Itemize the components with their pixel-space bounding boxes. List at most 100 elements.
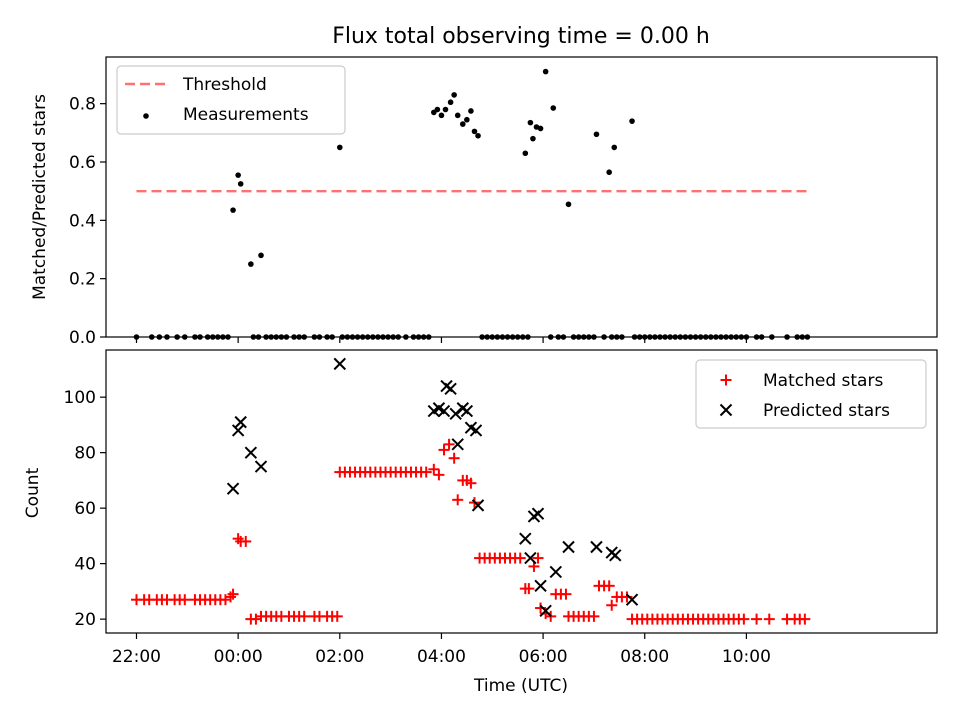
measurement-point [471, 128, 478, 135]
matched-star-point [588, 610, 600, 622]
predicted-star-point [333, 357, 347, 371]
predicted-star-point [625, 593, 639, 606]
top-y-axis-label: Matched/Predicted stars [30, 94, 50, 300]
predicted-star-point [449, 407, 462, 421]
matched-star-point [523, 583, 535, 595]
matched-star-point [219, 594, 231, 606]
bottom-x-tick-label: 04:00 [417, 647, 466, 667]
measurement-point [459, 121, 466, 127]
matched-star-point [532, 552, 544, 564]
predicted-star-point [531, 507, 545, 520]
measurement-point [542, 68, 549, 75]
chart-title: Flux total observing time = 0.00 h [332, 24, 710, 49]
measurement-point [454, 112, 461, 119]
measurement-point [230, 207, 236, 213]
matched-star-point [179, 594, 191, 606]
measurement-point [522, 150, 529, 157]
matched-star-point [225, 591, 237, 603]
matched-star-point [428, 463, 440, 475]
predicted-star-point [460, 404, 474, 418]
matched-star-point [751, 613, 763, 625]
matched-star-point [560, 588, 572, 600]
measurement-point [442, 106, 449, 113]
matched-star-point [465, 477, 477, 489]
measurement-point [438, 112, 445, 119]
matched-star-point [433, 469, 445, 481]
predicted-star-point [469, 424, 483, 437]
top-y-tick-label: 0.6 [69, 153, 96, 173]
measurement-point [464, 116, 470, 123]
bottom-x-tick-label: 22:00 [112, 647, 161, 667]
bottom-x-tick-label: 02:00 [315, 647, 364, 667]
measurement-point [235, 172, 241, 178]
matched-star-point [331, 610, 343, 622]
matched-star-point [232, 533, 244, 545]
top-y-tick-label: 0.2 [69, 270, 96, 290]
matched-star-point [448, 452, 460, 464]
matched-star-point [250, 613, 262, 625]
matched-star-point [452, 494, 464, 506]
bottom-y-tick-label: 80 [74, 444, 96, 464]
predicted-star-point [534, 579, 547, 593]
bottom-y-tick-label: 20 [74, 610, 96, 630]
bottom-y-tick-label: 40 [74, 555, 96, 575]
measurement-point [611, 144, 618, 151]
predicted-star-point [590, 540, 603, 554]
measurement-point [258, 252, 264, 259]
measurement-point [434, 106, 441, 113]
measurement-point [530, 135, 536, 142]
bottom-x-tick-label: 10:00 [722, 647, 771, 667]
measurement-point [527, 119, 534, 126]
bottom-panel: 20 40 60 80 100 22:00 00:00 02:00 04:00 06:00 08:0… [64, 349, 938, 667]
matched-star-point [443, 438, 455, 450]
matched-star-point [763, 613, 775, 625]
measurements-legend-swatch [143, 113, 149, 119]
bottom-x-tick-label: 08:00 [620, 647, 669, 667]
matched-legend-label: Matched stars [763, 371, 883, 391]
predicted-star-point [234, 415, 247, 429]
measurement-point [336, 144, 343, 151]
top-frame [105, 56, 938, 338]
predicted-star-point [437, 404, 451, 418]
measurement-point [468, 108, 474, 114]
top-y-tick-label: 0.0 [69, 328, 96, 348]
predicted-legend-label: Predicted stars [763, 401, 890, 421]
matched-star-point [738, 613, 750, 625]
predicted-star-point [244, 446, 258, 459]
matched-star-point [514, 552, 526, 564]
bottom-frame [105, 349, 938, 634]
bottom-y-tick-label: 100 [64, 388, 96, 408]
measurement-point [451, 92, 457, 98]
top-panel: 0.0 0.2 0.4 0.6 0.8 Threshold Measurements [69, 56, 938, 348]
predicted-star-point [444, 382, 457, 396]
measurement-point [629, 118, 635, 124]
matched-star-point [799, 613, 811, 625]
matched-star-point [603, 580, 615, 592]
bottom-legend: Matched stars Predicted stars [695, 359, 927, 429]
measurement-point [447, 99, 454, 106]
measurements-legend-label: Measurements [183, 105, 309, 125]
x-axis-label: Time (UTC) [473, 676, 568, 696]
measurement-point [606, 169, 612, 176]
matched-star-point [420, 466, 432, 478]
matched-star-point [606, 599, 618, 611]
bottom-legend-box [695, 359, 927, 429]
measurement-point [537, 125, 544, 132]
measurement-point [248, 261, 254, 267]
predicted-star-point [226, 482, 240, 495]
predicted-star-point [549, 565, 563, 579]
bottom-y-axis-label: Count [23, 467, 43, 518]
matched-star-point [227, 588, 239, 600]
measurement-point [565, 201, 572, 208]
matched-star-point [298, 610, 310, 622]
predicted-star-point [254, 460, 268, 473]
predicted-star-point [471, 499, 485, 512]
predicted-legend-swatch [719, 403, 733, 417]
predicted-star-point [539, 604, 552, 618]
measurement-point [593, 131, 600, 138]
top-y-tick-label: 0.8 [69, 95, 96, 115]
measurement-point [237, 181, 244, 187]
bottom-x-tick-label: 00:00 [214, 647, 263, 667]
matched-legend-swatch [720, 374, 732, 386]
threshold-legend-label: Threshold [182, 75, 267, 95]
